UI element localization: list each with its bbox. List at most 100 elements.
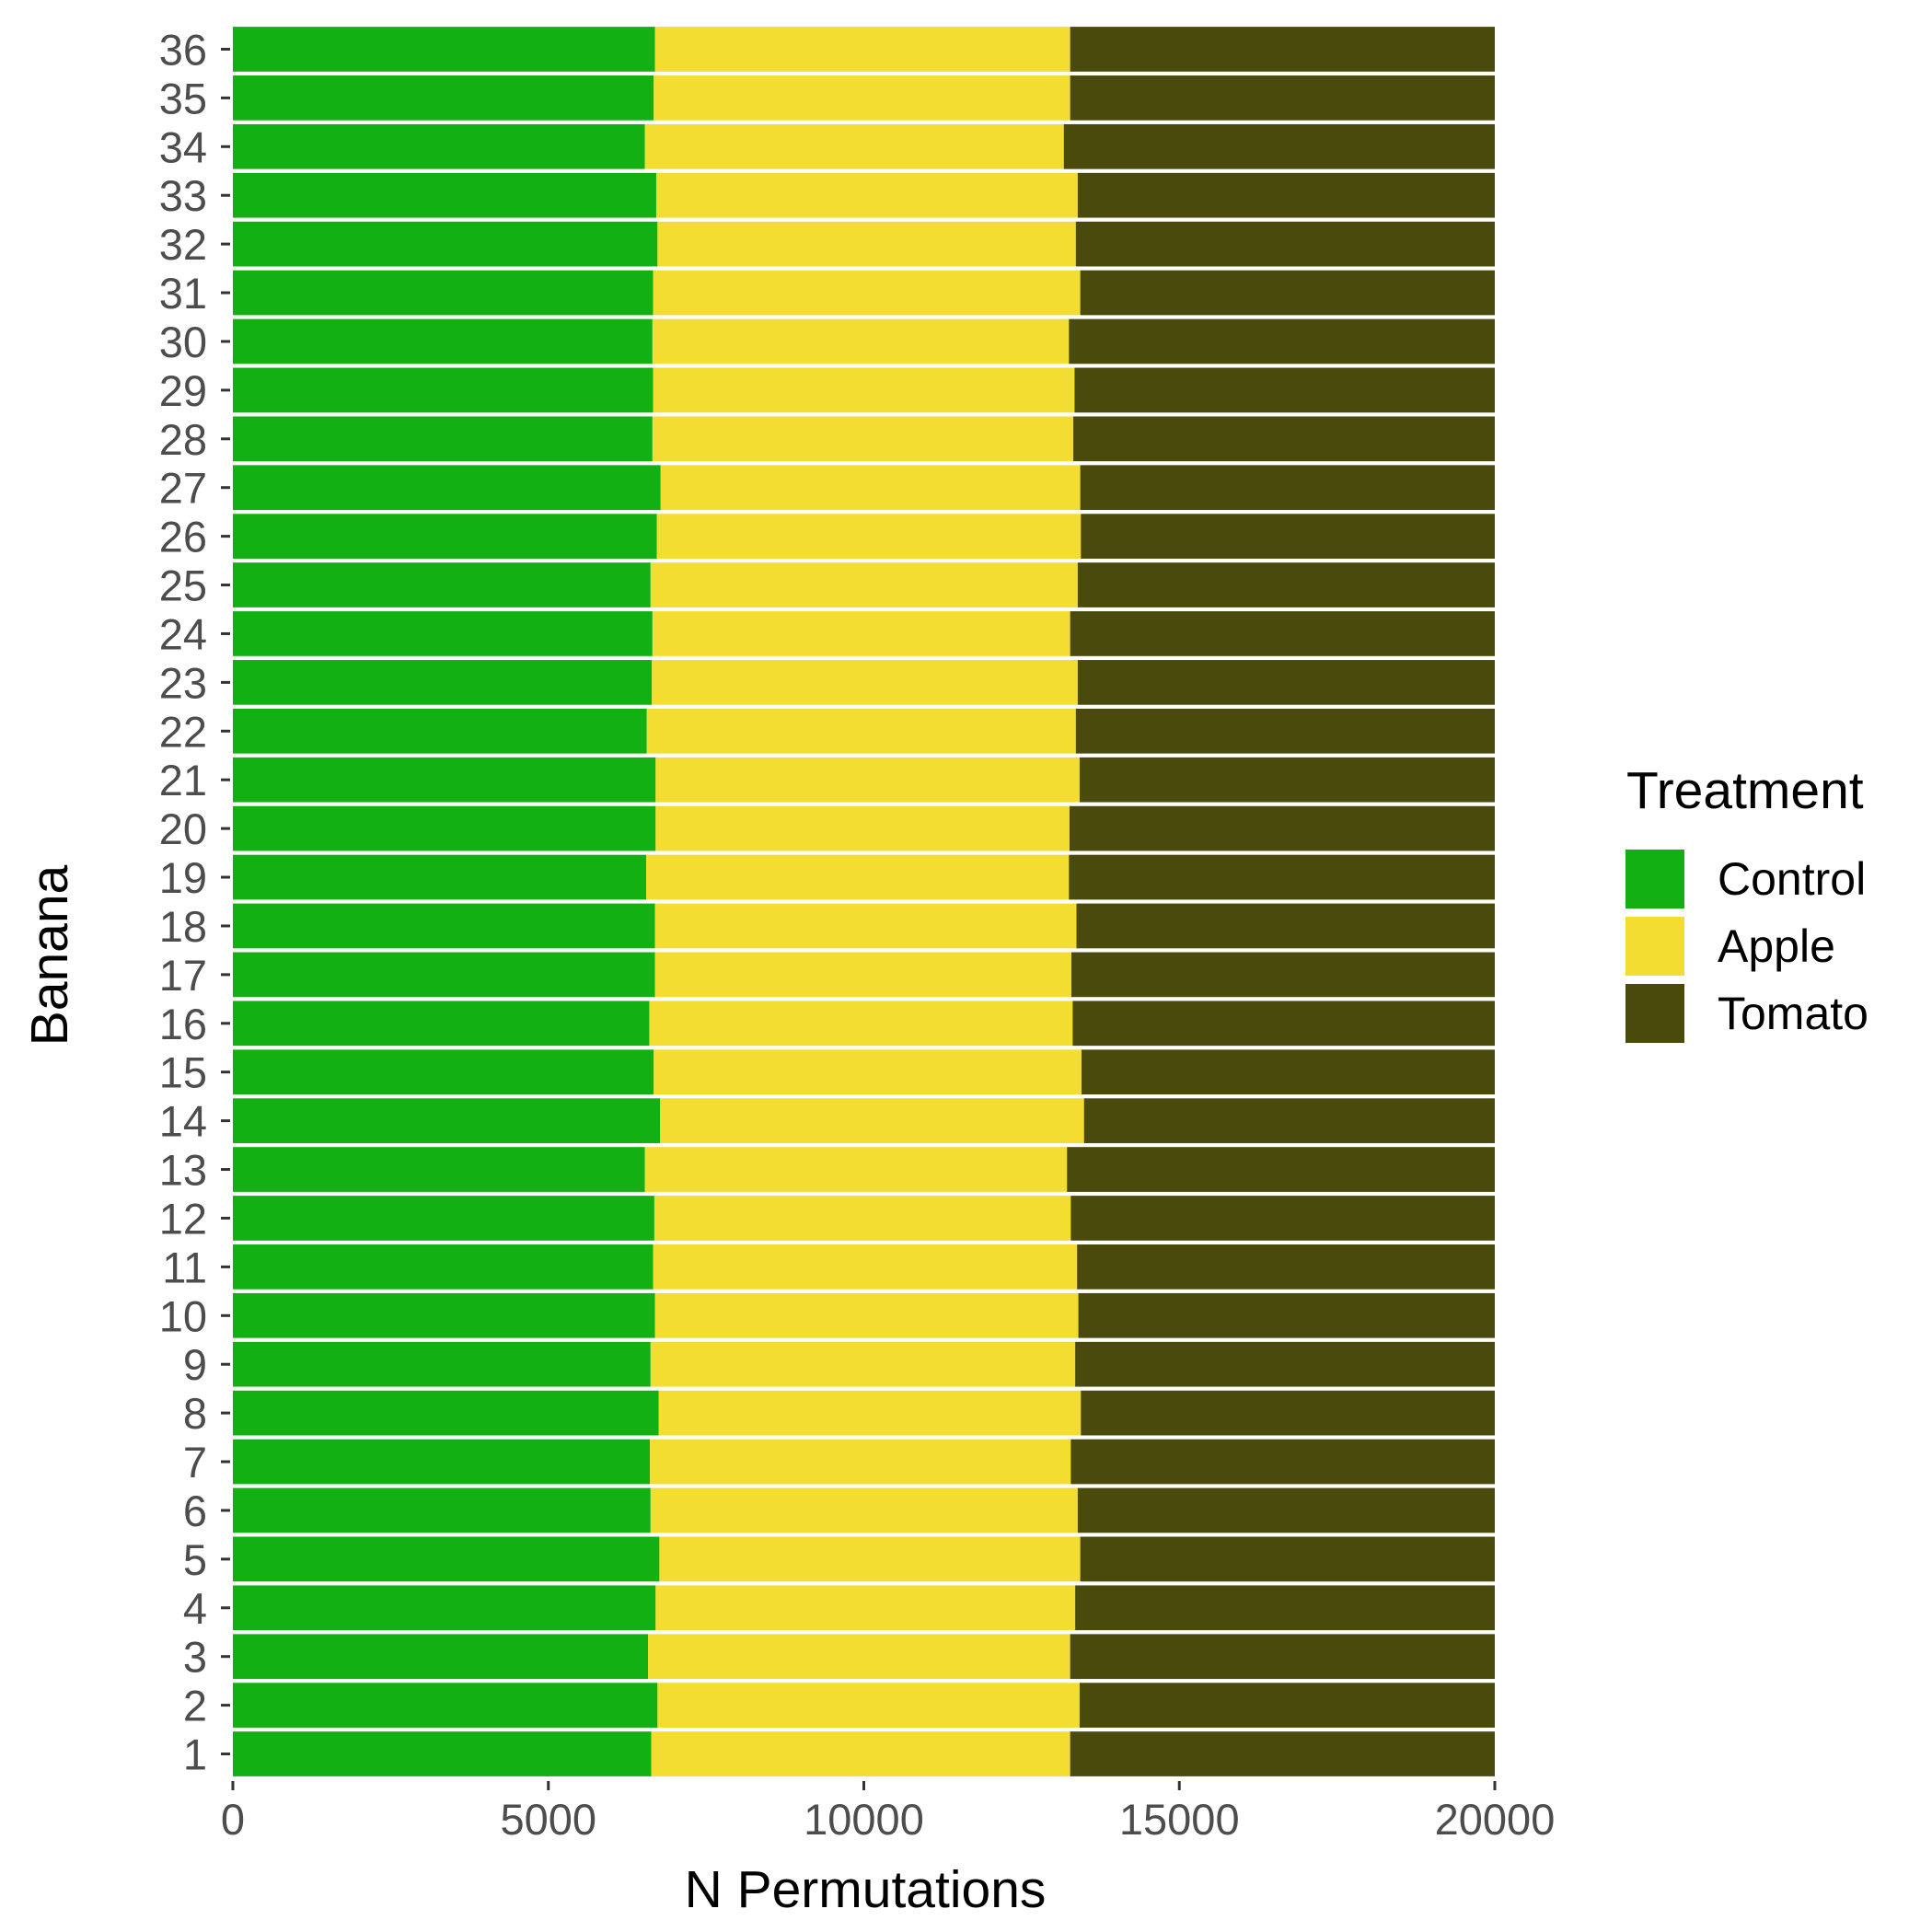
bar-control-26 — [233, 514, 657, 559]
y-tick-label: 22 — [159, 707, 207, 756]
bar-tomato-25 — [1077, 562, 1495, 607]
x-tick-label: 0 — [221, 1795, 245, 1844]
y-tick-label: 21 — [159, 756, 207, 804]
bar-control-20 — [233, 805, 656, 851]
bar-apple-4 — [655, 1585, 1076, 1631]
bar-control-33 — [233, 172, 656, 218]
bar-apple-23 — [652, 660, 1078, 705]
x-axis: 0 5000 10000 15000 20000 — [221, 1781, 1555, 1844]
bar-apple-22 — [646, 708, 1076, 754]
bar-tomato-1 — [1070, 1731, 1495, 1776]
bar-tomato-26 — [1081, 514, 1495, 559]
bar-tomato-10 — [1078, 1292, 1495, 1338]
bar-control-23 — [233, 660, 653, 705]
bar-apple-14 — [660, 1098, 1084, 1143]
bar-control-13 — [233, 1147, 645, 1192]
x-tick-label: 20000 — [1435, 1795, 1556, 1844]
bar-tomato-12 — [1070, 1196, 1495, 1241]
bar-apple-7 — [650, 1439, 1071, 1485]
legend-title: Treatment — [1626, 761, 1864, 820]
y-tick-label: 32 — [159, 220, 207, 269]
x-tick-label: 10000 — [804, 1795, 924, 1844]
bar-apple-13 — [644, 1147, 1068, 1192]
y-tick-label: 16 — [159, 1000, 207, 1048]
bar-tomato-13 — [1067, 1147, 1495, 1192]
x-axis-title: N Permutations — [685, 1860, 1047, 1919]
bar-control-16 — [233, 1001, 650, 1047]
bar-tomato-8 — [1081, 1390, 1495, 1436]
bar-apple-25 — [650, 562, 1078, 607]
bar-apple-1 — [651, 1731, 1070, 1776]
bar-apple-5 — [659, 1536, 1081, 1582]
bar-tomato-2 — [1079, 1683, 1495, 1728]
y-tick-label: 15 — [159, 1048, 207, 1097]
bar-apple-3 — [648, 1634, 1070, 1680]
bar-control-1 — [233, 1731, 652, 1776]
bar-control-35 — [233, 75, 654, 121]
bar-control-34 — [233, 123, 645, 169]
y-tick-label: 19 — [159, 853, 207, 902]
y-tick-label: 18 — [159, 902, 207, 951]
bar-control-4 — [233, 1585, 656, 1631]
bar-apple-16 — [649, 1001, 1073, 1047]
bar-control-22 — [233, 708, 647, 754]
bar-tomato-9 — [1075, 1341, 1495, 1387]
bar-control-27 — [233, 465, 661, 511]
bar-control-3 — [233, 1634, 649, 1680]
bar-apple-31 — [653, 270, 1081, 316]
bar-control-28 — [233, 416, 653, 462]
y-tick-label: 23 — [159, 658, 207, 707]
bar-tomato-19 — [1069, 854, 1495, 900]
bar-apple-18 — [654, 903, 1077, 949]
bar-apple-11 — [653, 1244, 1078, 1290]
y-tick-label: 20 — [159, 804, 207, 853]
bar-control-11 — [233, 1244, 654, 1290]
y-tick-label: 29 — [159, 366, 207, 415]
legend-label-control: Control — [1718, 853, 1866, 905]
bar-apple-8 — [658, 1390, 1082, 1436]
bar-tomato-21 — [1079, 757, 1495, 803]
bar-apple-2 — [657, 1683, 1080, 1728]
bar-apple-29 — [653, 367, 1075, 413]
y-tick-label: 35 — [159, 74, 207, 122]
bar-control-6 — [233, 1487, 651, 1533]
bar-control-12 — [233, 1196, 654, 1241]
bar-apple-21 — [655, 757, 1080, 803]
bar-apple-10 — [654, 1292, 1079, 1338]
bar-control-14 — [233, 1098, 661, 1143]
bar-apple-32 — [657, 221, 1076, 267]
y-tick-label: 11 — [162, 1243, 207, 1291]
bar-apple-35 — [654, 75, 1070, 121]
bar-tomato-30 — [1069, 318, 1495, 364]
bar-apple-12 — [654, 1196, 1071, 1241]
bar-tomato-32 — [1075, 221, 1495, 267]
bar-control-24 — [233, 611, 653, 656]
bar-tomato-11 — [1077, 1244, 1495, 1290]
bar-tomato-22 — [1075, 708, 1495, 754]
bar-tomato-15 — [1081, 1049, 1495, 1095]
bar-control-8 — [233, 1390, 659, 1436]
bar-control-30 — [233, 318, 653, 364]
bar-tomato-17 — [1071, 952, 1495, 998]
y-tick-label: 24 — [159, 609, 207, 658]
bar-control-18 — [233, 903, 655, 949]
bar-apple-34 — [644, 123, 1064, 169]
y-tick-label: 28 — [159, 415, 207, 464]
bar-control-21 — [233, 757, 656, 803]
x-tick-label: 15000 — [1119, 1795, 1240, 1844]
bar-apple-36 — [654, 27, 1070, 72]
legend-swatch-control — [1624, 848, 1686, 910]
legend-swatch-apple — [1624, 915, 1686, 978]
bar-tomato-3 — [1070, 1634, 1495, 1680]
y-tick-label: 10 — [159, 1291, 207, 1340]
bar-tomato-14 — [1083, 1098, 1495, 1143]
bars-layer — [233, 27, 1495, 1776]
bar-tomato-31 — [1080, 270, 1495, 316]
bar-control-36 — [233, 27, 655, 72]
bar-apple-33 — [655, 172, 1078, 218]
bar-tomato-20 — [1069, 805, 1495, 851]
bar-control-25 — [233, 562, 651, 607]
bar-control-10 — [233, 1292, 655, 1338]
bar-tomato-34 — [1063, 123, 1495, 169]
bar-apple-30 — [652, 318, 1070, 364]
